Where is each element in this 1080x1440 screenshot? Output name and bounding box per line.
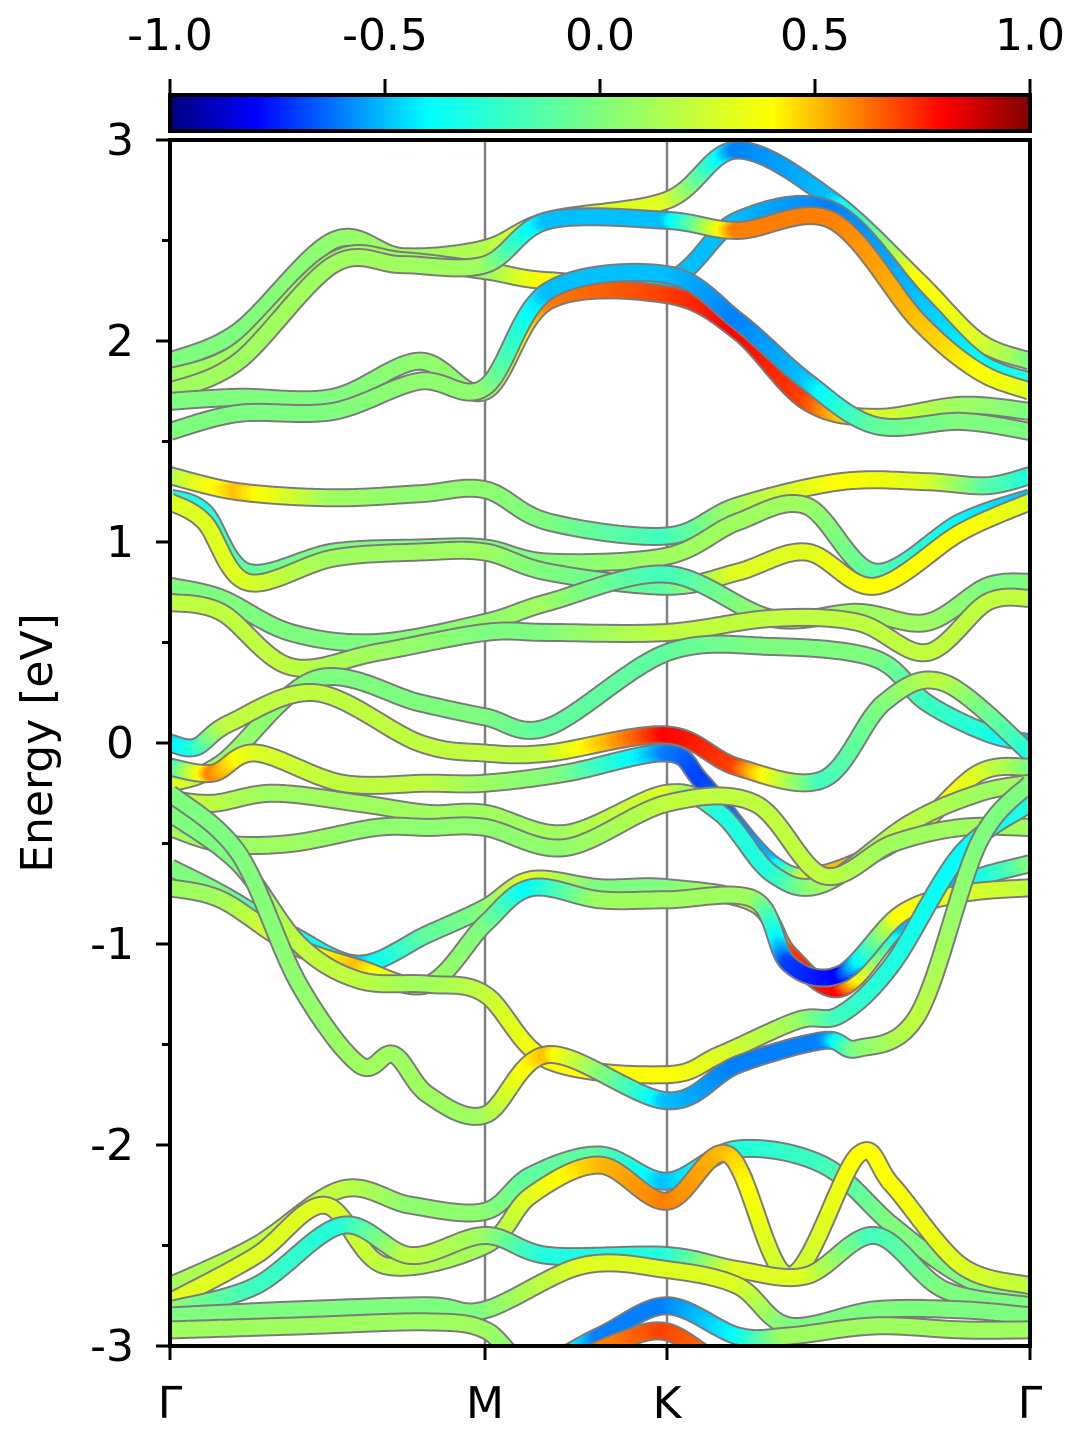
band [170,492,1030,596]
band [170,466,1030,546]
bands [170,140,1030,1346]
colorbar-ticks: -1.0 -0.5 0.0 0.5 1.0 [127,10,1065,95]
colorbar-tick-label: -1.0 [127,10,213,61]
band [170,786,1030,887]
band [170,670,1030,793]
band [170,262,1030,441]
colorbar-tick-label: 0.0 [565,10,635,61]
band [170,206,1030,401]
colorbar-tick-label: 0.5 [780,10,850,61]
colorbar: -1.0 -0.5 0.0 0.5 1.0 [127,10,1065,133]
band [170,587,1030,678]
colorbar-tick-label: -0.5 [342,10,428,61]
band [170,140,1030,371]
colorbar-tick-label: 1.0 [995,10,1065,61]
colorbar-gradient [168,93,1032,133]
